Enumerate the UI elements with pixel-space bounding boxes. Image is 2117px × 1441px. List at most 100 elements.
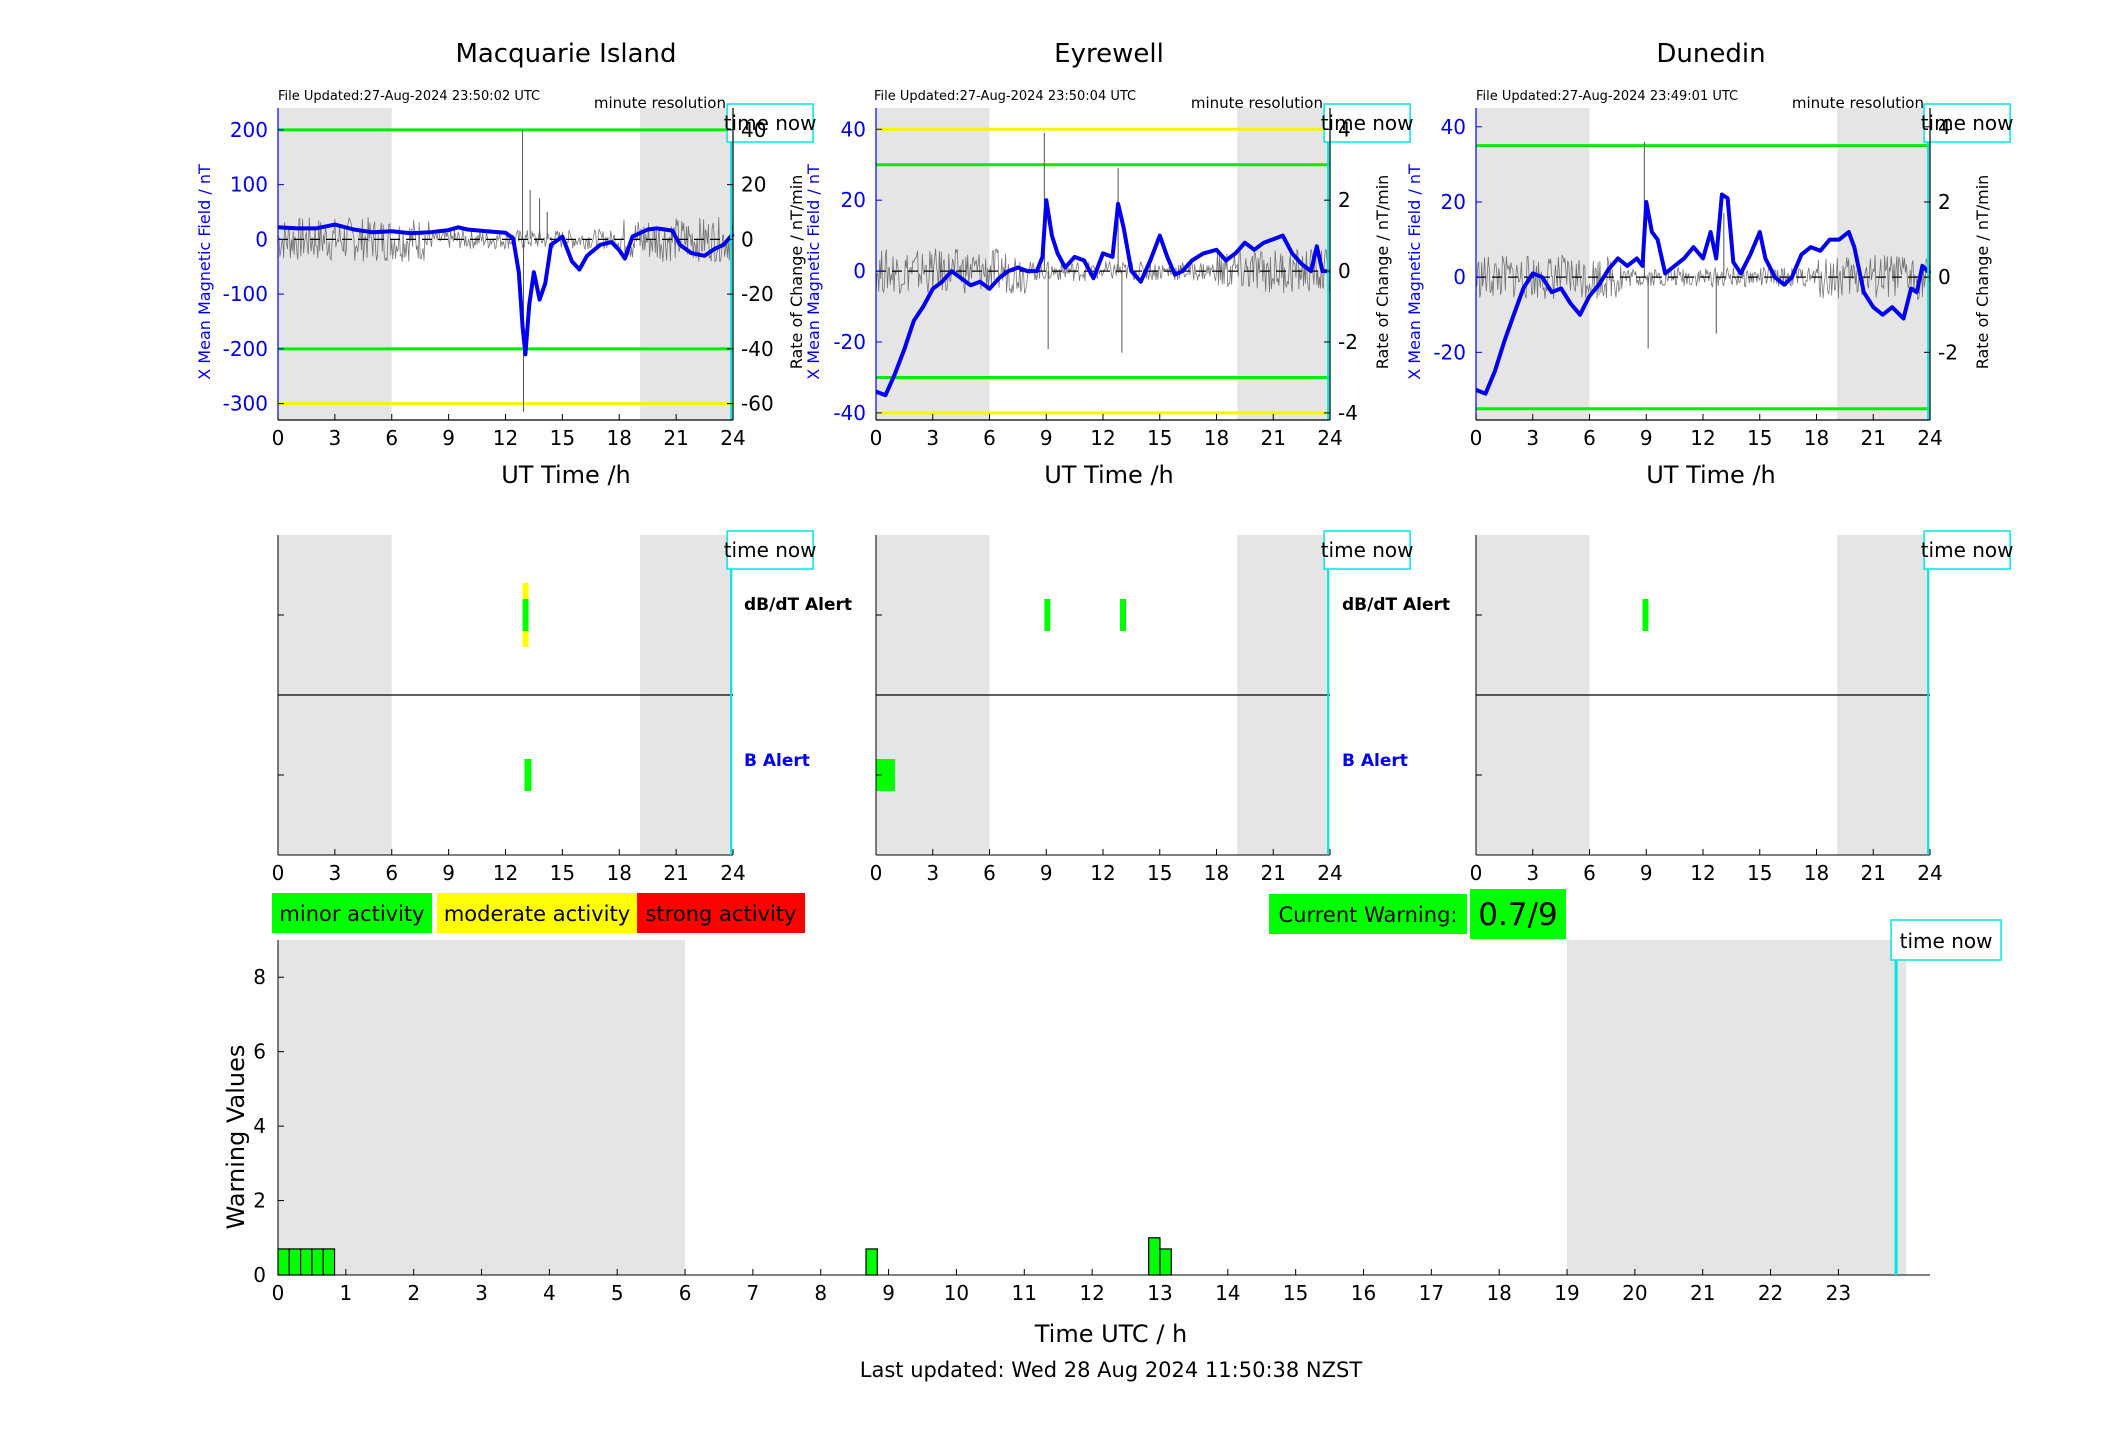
x-tick-label: 0 <box>272 1281 285 1305</box>
y-tick-label-right: -4 <box>1338 401 1358 425</box>
x-tick-label: 0 <box>1470 861 1483 885</box>
legend-strong-swatch <box>637 893 805 933</box>
y-tick-label-right: -60 <box>741 392 774 416</box>
file-updated: File Updated:27-Aug-2024 23:50:02 UTC <box>278 89 540 104</box>
x-tick-label: 0 <box>272 426 285 450</box>
current-warning: Current Warning: 0.7/9 <box>1269 889 1566 939</box>
y-tick-label-left: -200 <box>223 337 268 361</box>
y-tick-label-right: -40 <box>741 337 774 361</box>
x-tick-label: 7 <box>747 1281 760 1305</box>
x-tick-label: 18 <box>1486 1281 1511 1305</box>
legend-moderate-swatch <box>437 893 637 933</box>
y-tick-label: 8 <box>253 965 266 989</box>
x-tick-label: 6 <box>1583 861 1596 885</box>
y-axis-label-left: X Mean Magnetic Field / nT <box>1405 164 1424 380</box>
y-axis-label-right: Rate of Change / nT/min <box>1973 175 1992 370</box>
alert-plot: time now 0 3 6 9 12 15 18 21 24 <box>1470 530 2014 885</box>
resolution-label: minute resolution <box>1792 94 1924 112</box>
x-tick-label: 3 <box>329 426 342 450</box>
x-tick-label: 3 <box>475 1281 488 1305</box>
warning-bar <box>1159 1248 1172 1276</box>
night-band <box>1837 108 1930 420</box>
x-tick-label: 12 <box>493 426 518 450</box>
y-axis-label-left: X Mean Magnetic Field / nT <box>195 164 214 380</box>
current-warning-value-box <box>1470 889 1566 939</box>
x-tick-label: 1 <box>339 1281 352 1305</box>
y-tick-label-left: -20 <box>833 330 866 354</box>
x-tick-label: 0 <box>870 861 883 885</box>
magnetic-field-plot: time now2001000-100-200-30040200-20-40-6… <box>223 103 817 450</box>
last-updated: Last updated: Wed 28 Aug 2024 11:50:38 N… <box>860 1358 1363 1382</box>
x-tick-label: 9 <box>442 426 455 450</box>
y-tick-label-right: -2 <box>1938 340 1958 364</box>
y-tick-label-right: 0 <box>1938 265 1951 289</box>
x-tick-label: 12 <box>493 861 518 885</box>
current-warning-label: Current Warning: <box>1279 903 1458 927</box>
x-tick-label: 0 <box>272 861 285 885</box>
legend-minor-swatch <box>272 893 432 933</box>
x-tick-label: 0 <box>870 426 883 450</box>
dbdt-alert-label: dB/dT Alert <box>1342 595 1450 615</box>
x-tick-label: 9 <box>882 1281 895 1305</box>
night-band <box>278 940 686 1275</box>
y-tick-label-right: 2 <box>1338 188 1351 212</box>
x-tick-label: 24 <box>720 426 745 450</box>
x-tick-label: 21 <box>1861 426 1886 450</box>
time-now-box <box>1890 919 2002 961</box>
warning-y-axis-label: Warning Values <box>222 1045 250 1230</box>
x-tick-label: 12 <box>1079 1281 1104 1305</box>
time-now-label: time now <box>1921 538 2014 562</box>
x-axis-label: UT Time /h <box>1044 461 1174 489</box>
y-tick-label-right: 20 <box>741 173 766 197</box>
night-band <box>278 108 392 420</box>
legend-minor-label: minor activity <box>279 902 424 926</box>
legend-strong-label: strong activity <box>646 902 797 926</box>
x-tick-label: 21 <box>663 861 688 885</box>
x-tick-label: 6 <box>983 861 996 885</box>
x-tick-label: 24 <box>1317 426 1342 450</box>
x-tick-label: 12 <box>1690 426 1715 450</box>
warning-x-axis-label: Time UTC / h <box>1034 1320 1188 1348</box>
time-now-label: time now <box>1321 111 1414 135</box>
time-now-box <box>1923 530 2011 570</box>
x-tick-label: 18 <box>1804 426 1829 450</box>
y-tick-label-right: 40 <box>741 118 766 142</box>
alert-plot: time now 0 3 6 9 12 15 18 21 24 <box>870 530 1414 885</box>
current-warning-box <box>1269 894 1467 934</box>
warning-bar <box>277 1248 290 1276</box>
warning-bar <box>288 1248 302 1276</box>
station-panel-macquarie: Macquarie Island File Updated:27-Aug-202… <box>195 39 852 885</box>
rate-of-change-line <box>1475 254 1931 301</box>
x-tick-label: 10 <box>944 1281 969 1305</box>
x-tick-label: 2 <box>407 1281 420 1305</box>
x-tick-label: 18 <box>607 861 632 885</box>
x-tick-label: 3 <box>1526 861 1539 885</box>
y-tick-label-right: 2 <box>1938 190 1951 214</box>
resolution-label: minute resolution <box>1191 94 1323 112</box>
x-tick-label: 13 <box>1147 1281 1172 1305</box>
y-tick-label-left: 200 <box>230 118 268 142</box>
time-now-label: time now <box>1900 929 1993 953</box>
time-now-label: time now <box>724 111 817 135</box>
y-tick-label-right: -20 <box>741 282 774 306</box>
x-tick-label: 18 <box>607 426 632 450</box>
station-title: Dunedin <box>1656 39 1765 69</box>
y-tick-label-right: 0 <box>1338 259 1351 283</box>
x-tick-label: 6 <box>679 1281 692 1305</box>
y-axis-label-right: Rate of Change / nT/min <box>787 175 806 370</box>
activity-legend: minor activity moderate activity strong … <box>272 893 805 933</box>
x-tick-label: 19 <box>1554 1281 1579 1305</box>
file-updated: File Updated:27-Aug-2024 23:50:04 UTC <box>874 89 1136 104</box>
dbdt-alert-mark <box>1044 599 1051 631</box>
y-tick-label-left: 40 <box>1441 115 1466 139</box>
x-tick-label: 21 <box>1861 861 1886 885</box>
x-tick-label: 11 <box>1012 1281 1037 1305</box>
x-tick-label: 18 <box>1204 861 1229 885</box>
x-tick-label: 21 <box>1690 1281 1715 1305</box>
x-axis-label: UT Time /h <box>501 461 631 489</box>
station-title: Macquarie Island <box>455 39 676 69</box>
x-tick-label: 6 <box>983 426 996 450</box>
warning-bar <box>865 1248 878 1276</box>
